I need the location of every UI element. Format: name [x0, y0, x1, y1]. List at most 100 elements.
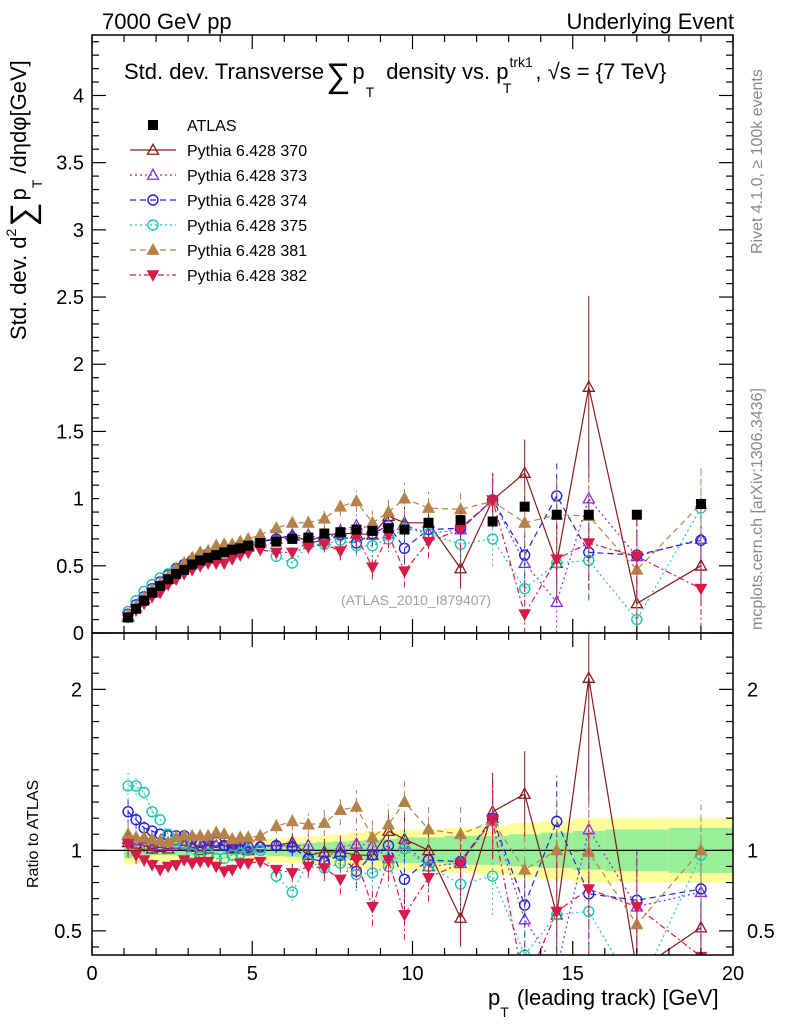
series-381-point [285, 515, 299, 528]
title-p: p [352, 59, 364, 84]
ylabel-b: /dηdφ[GeV] [6, 60, 31, 173]
series-375-ratio-point [334, 857, 347, 869]
series-374-ratio-point [218, 839, 230, 852]
xlabel-p: p [488, 985, 500, 1010]
series-382-point [269, 547, 283, 560]
series-374-point [518, 549, 531, 561]
xlabel-t: T [500, 1004, 509, 1020]
series-381-ratio-point [518, 862, 532, 875]
series-375-ratio-point [286, 886, 299, 898]
y-tick-label: 4 [73, 85, 84, 107]
series-381-ratio-point [349, 799, 364, 812]
series-382-ratio-point [582, 884, 596, 896]
series-381-ratio-point [253, 828, 267, 841]
y-tick-label: 2.5 [56, 287, 84, 309]
series-382-ratio-point [241, 858, 255, 871]
series-370-ratio-point [453, 910, 468, 923]
series-382-ratio-point [454, 858, 467, 871]
x-tick-label: 0 [86, 963, 97, 985]
series-382-point [518, 609, 532, 621]
series-381-ratio-point [185, 828, 199, 841]
series-370-point [453, 561, 468, 574]
y-axis-label: Std. dev. d2 ∑ pT/dηdφ[GeV] [3, 60, 45, 340]
series-382-ratio-point [177, 855, 191, 867]
y-tick-label: 3 [73, 220, 84, 242]
series-382-ratio-point [486, 815, 499, 827]
series-atlas-point [319, 528, 330, 539]
x-tick-label: 10 [401, 963, 423, 985]
series-381-ratio-point [550, 843, 564, 856]
legend-label: Pythia 6.428 374 [187, 193, 307, 210]
series-375-ratio-point [486, 870, 499, 882]
series-382-ratio-point [350, 855, 363, 867]
series-381-ratio-point [233, 830, 247, 843]
series-375-ratio-point [366, 867, 379, 879]
series-382-ratio-point [318, 863, 331, 875]
ylabel-sum: ∑ [4, 202, 42, 226]
legend-marker [147, 194, 159, 206]
series-375-ratio-point [254, 844, 266, 857]
series-382-point [550, 554, 564, 566]
series-381-ratio-point [694, 843, 708, 856]
series-382-point [225, 554, 239, 566]
series-atlas-point [219, 547, 230, 558]
legend-entry: Pythia 6.428 382 [130, 268, 307, 285]
mcplots-label: mcplots.cern.ch [arXiv:1306.3436] [749, 388, 766, 630]
y-tick-label: 1.5 [56, 421, 84, 443]
series-382-ratio-point [225, 864, 239, 877]
title-t: T [366, 84, 375, 100]
series-374-ratio-point [695, 883, 707, 895]
series-382-point [285, 547, 299, 560]
series-373-ratio-point [301, 838, 315, 851]
legend-marker [146, 242, 160, 255]
series-atlas-point [255, 537, 266, 548]
series-375-ratio-point [242, 844, 254, 857]
legend-marker [148, 120, 158, 130]
series-381-point [269, 521, 283, 534]
series-382-point [486, 495, 499, 507]
header-left: 7000 GeV pp [102, 9, 232, 34]
main-plot-area [121, 295, 708, 633]
series-374-ratio-point [551, 815, 563, 828]
ylabel-a: Std. dev. d [6, 236, 31, 340]
series-381-point [397, 491, 412, 504]
plot-title: Std. dev. Transverse∑pTdensity vs. ptrk1… [124, 54, 666, 100]
series-381-ratio-point [145, 831, 159, 844]
series-atlas-point [351, 524, 362, 535]
series-atlas-point [171, 568, 182, 579]
series-381-ratio-point [453, 827, 468, 840]
rivet-label: Rivet 4.1.0, ≥ 100k events [749, 69, 766, 254]
series-382-point [334, 546, 347, 558]
series-381-ratio-point [381, 817, 396, 830]
title-sup: trk1 [509, 54, 533, 70]
series-381-point [381, 504, 396, 517]
series-382-ratio-point [382, 855, 395, 867]
series-375-ratio-point [146, 806, 158, 818]
x-tick-label: 5 [247, 963, 258, 985]
title-part-c: , √s = {7 TeV} [535, 59, 666, 84]
series-381-ratio-point [153, 833, 167, 846]
series-375-ratio-point [138, 786, 150, 799]
y-tick-label: 0.5 [56, 556, 84, 578]
ylabel-sup: 2 [3, 228, 19, 236]
y-tick-label: 3.5 [56, 153, 84, 175]
series-381-ratio-point [193, 828, 207, 841]
series-atlas-point [155, 580, 166, 591]
legend-marker [146, 142, 160, 155]
series-370-point [582, 379, 596, 392]
legend: ATLAS Pythia 6.428 370 Pythia 6.428 373 Pyt… [130, 118, 307, 285]
series-375-point [518, 582, 531, 595]
title-part-a: Std. dev. Transverse [124, 59, 324, 84]
series-382-point [582, 538, 596, 550]
title-sub: T [503, 80, 512, 96]
ratio-y-tick-label-right: 2 [747, 679, 758, 701]
series-382-ratio-point [217, 866, 231, 879]
series-382-point [318, 539, 331, 552]
ratio-y-tick-label-right: 1 [747, 840, 758, 862]
series-374-ratio-point [254, 841, 266, 853]
series-atlas-point [271, 536, 282, 547]
series-atlas-point [695, 498, 706, 509]
series-atlas-point [383, 523, 394, 534]
series-382-point [422, 536, 435, 549]
